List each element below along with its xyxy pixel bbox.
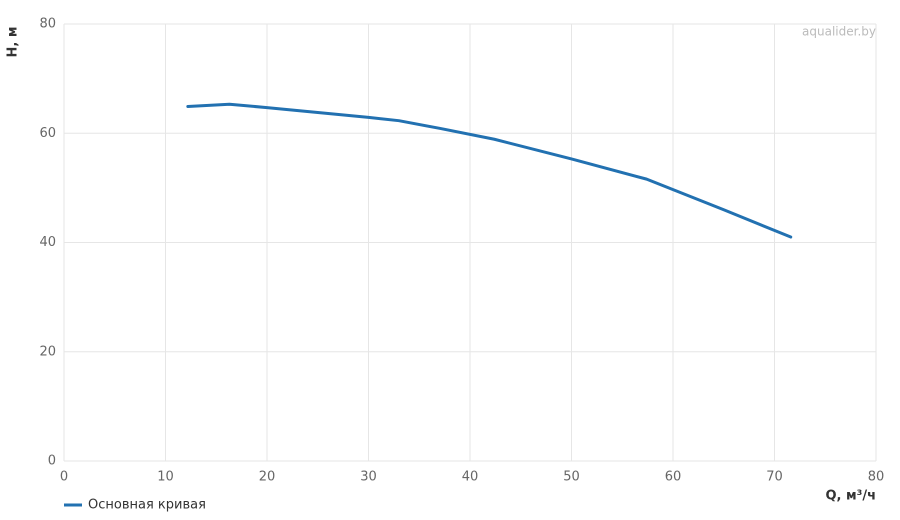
- x-tick-label: 40: [462, 470, 479, 485]
- y-tick-label: 40: [39, 235, 56, 250]
- y-tick-label: 0: [48, 454, 56, 469]
- x-tick-label: 10: [157, 470, 174, 485]
- legend-label: Основная кривая: [88, 498, 206, 513]
- x-axis-title: Q, м³/ч: [825, 489, 876, 504]
- x-tick-label: 0: [60, 470, 68, 485]
- x-tick-label: 30: [360, 470, 377, 485]
- y-axis-title: H, м: [6, 27, 21, 58]
- x-tick-label: 60: [665, 470, 682, 485]
- x-tick-label: 50: [563, 470, 580, 485]
- watermark: aqualider.by: [802, 25, 876, 39]
- y-tick-label: 20: [39, 344, 56, 359]
- line-series: [186, 102, 793, 239]
- y-tick-label: 60: [39, 126, 56, 141]
- x-tick-label: 80: [868, 470, 885, 485]
- x-tick-label: 20: [259, 470, 276, 485]
- x-tick-label: 70: [766, 470, 783, 485]
- y-tick-label: 80: [39, 17, 56, 32]
